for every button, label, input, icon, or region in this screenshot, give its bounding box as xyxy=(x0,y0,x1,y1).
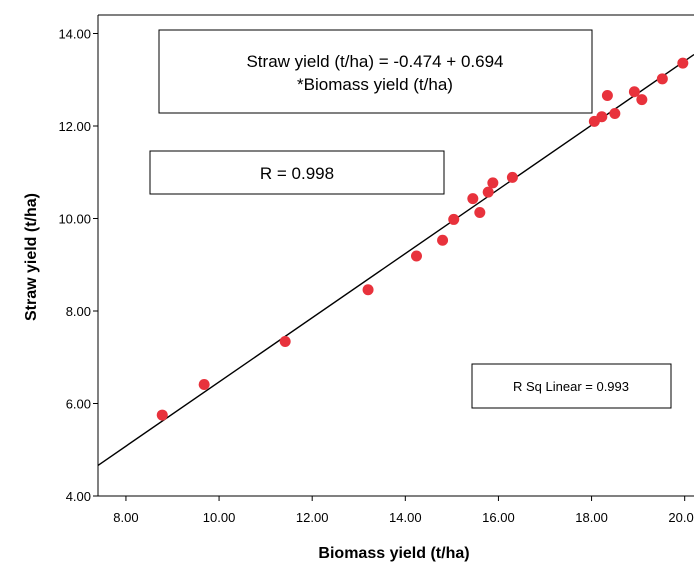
x-tick-label: 10.00 xyxy=(203,510,236,525)
data-point xyxy=(506,171,518,183)
data-point xyxy=(487,177,499,189)
x-tick-label: 14.00 xyxy=(389,510,422,525)
y-tick-label: 6.00 xyxy=(66,397,91,412)
data-point xyxy=(156,409,168,421)
x-tick-label: 8.00 xyxy=(113,510,138,525)
data-point xyxy=(601,89,613,101)
equation-line-2: *Biomass yield (t/ha) xyxy=(297,75,453,94)
y-tick-label: 12.00 xyxy=(58,119,91,134)
data-point xyxy=(410,250,422,262)
data-point xyxy=(474,206,486,218)
data-point xyxy=(596,111,608,123)
data-point xyxy=(198,379,210,391)
data-point xyxy=(609,108,621,120)
data-point xyxy=(279,336,291,348)
x-tick-label: 20.00 xyxy=(668,510,694,525)
x-tick-label: 16.00 xyxy=(482,510,515,525)
data-point xyxy=(636,94,648,106)
r-squared-label: R Sq Linear = 0.993 xyxy=(513,379,629,394)
r-squared-annotation-box: R Sq Linear = 0.993 xyxy=(471,363,672,409)
r-value-label: R = 0.998 xyxy=(260,164,334,183)
points-layer xyxy=(156,57,689,421)
y-tick-label: 14.00 xyxy=(58,27,91,42)
data-point xyxy=(656,73,668,85)
r-value-annotation-box: R = 0.998 xyxy=(149,150,445,195)
x-axis-title: Biomass yield (t/ha) xyxy=(318,545,469,562)
data-point xyxy=(467,193,479,205)
x-tick-label: 12.00 xyxy=(296,510,329,525)
r-value-box-frame xyxy=(149,150,445,195)
data-point xyxy=(677,57,689,69)
y-axis-ticks: 4.00 6.00 8.00 10.00 12.00 14.00 xyxy=(58,27,98,504)
r-squared-box-frame xyxy=(471,363,672,409)
data-point xyxy=(482,186,494,198)
equation-annotation-box: Straw yield (t/ha) = -0.474 + 0.694 *Bio… xyxy=(158,29,593,114)
data-point xyxy=(362,284,374,296)
y-tick-label: 10.00 xyxy=(58,212,91,227)
data-point xyxy=(448,213,460,225)
equation-line-1: Straw yield (t/ha) = -0.474 + 0.694 xyxy=(246,52,503,71)
y-tick-label: 4.00 xyxy=(66,489,91,504)
x-axis-ticks: 8.00 10.00 12.00 14.00 16.00 18.00 20.00 xyxy=(113,496,694,525)
x-tick-label: 18.00 xyxy=(575,510,608,525)
equation-box-frame xyxy=(158,29,593,114)
data-point xyxy=(437,234,449,246)
y-tick-label: 8.00 xyxy=(66,304,91,319)
y-axis-title: Straw yield (t/ha) xyxy=(23,193,40,321)
data-point xyxy=(628,86,640,98)
